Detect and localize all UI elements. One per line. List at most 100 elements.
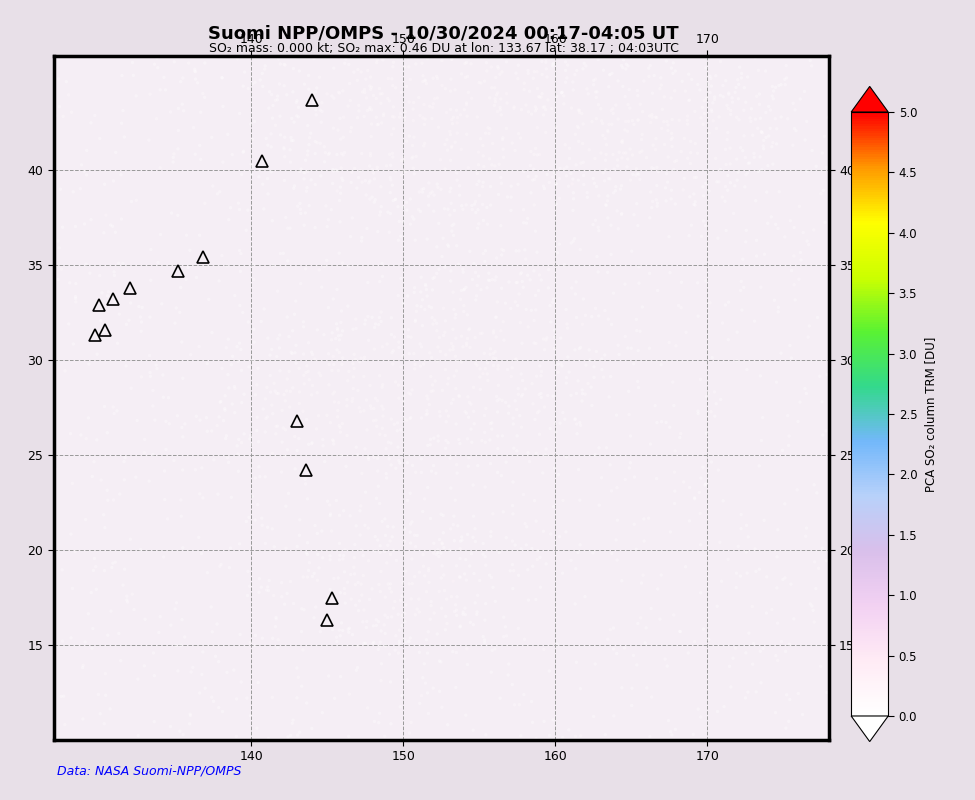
- Point: [666, 609, 682, 622]
- Point: [429, 627, 445, 640]
- Point: [449, 354, 465, 367]
- Point: [384, 610, 400, 623]
- Point: [821, 110, 837, 123]
- Point: [488, 330, 504, 343]
- Point: [507, 538, 523, 551]
- Point: [48, 462, 63, 475]
- Point: [647, 143, 663, 156]
- Point: [682, 230, 697, 242]
- Point: [156, 391, 172, 404]
- Point: [616, 642, 632, 654]
- Point: [174, 335, 189, 348]
- Point: [307, 147, 323, 160]
- Point: [409, 58, 424, 70]
- Point: [505, 412, 521, 425]
- Point: [385, 602, 401, 614]
- Point: [345, 358, 361, 370]
- Point: [329, 318, 344, 330]
- Point: [647, 399, 663, 412]
- Point: [439, 134, 454, 146]
- Point: [136, 659, 152, 672]
- Point: [433, 655, 448, 668]
- Point: [653, 569, 669, 582]
- Point: [528, 732, 544, 745]
- Point: [659, 115, 675, 128]
- Point: [326, 163, 341, 176]
- Point: [465, 618, 481, 631]
- Point: [411, 186, 427, 198]
- Point: [455, 203, 471, 216]
- Point: [759, 606, 774, 619]
- Point: [472, 362, 488, 375]
- Point: [570, 104, 586, 117]
- Point: [820, 111, 836, 124]
- Point: [359, 615, 374, 628]
- Point: [627, 518, 643, 530]
- Point: [332, 509, 347, 522]
- Point: [444, 590, 459, 603]
- Point: [524, 108, 539, 121]
- Point: [327, 692, 342, 705]
- Point: [321, 378, 336, 391]
- Point: [304, 389, 320, 402]
- Point: [490, 379, 506, 392]
- Point: [575, 156, 591, 169]
- Point: [409, 305, 424, 318]
- Point: [292, 514, 307, 526]
- Point: [710, 232, 725, 245]
- Point: [100, 629, 116, 642]
- Point: [470, 203, 486, 216]
- Point: [217, 432, 233, 445]
- Point: [493, 109, 509, 122]
- Point: [817, 216, 833, 229]
- Point: [457, 608, 473, 621]
- Point: [403, 518, 418, 530]
- Point: [526, 337, 542, 350]
- Point: [647, 110, 663, 123]
- Point: [407, 286, 422, 298]
- Point: [771, 186, 787, 198]
- Point: [596, 64, 611, 77]
- Point: [381, 226, 397, 238]
- Point: [742, 111, 758, 124]
- Point: [460, 460, 476, 473]
- Point: [680, 114, 695, 126]
- Point: [182, 709, 198, 722]
- Point: [606, 162, 622, 175]
- Point: [448, 559, 464, 572]
- Point: [170, 209, 185, 222]
- Point: [141, 349, 157, 362]
- Point: [262, 86, 278, 98]
- Point: [459, 337, 475, 350]
- Point: [333, 147, 349, 160]
- Point: [370, 394, 385, 407]
- Point: [460, 332, 476, 345]
- Point: [441, 372, 456, 385]
- Point: [295, 405, 311, 418]
- Point: [365, 311, 380, 324]
- Point: [408, 315, 423, 328]
- Point: [748, 565, 763, 578]
- Point: [356, 404, 371, 417]
- Point: [114, 213, 130, 226]
- Point: [374, 270, 390, 282]
- Point: [591, 190, 606, 202]
- Point: [395, 577, 410, 590]
- Point: [362, 159, 377, 172]
- Point: [723, 681, 739, 694]
- Point: [680, 110, 695, 122]
- Point: [443, 103, 458, 116]
- Point: [681, 68, 696, 81]
- Point: [129, 90, 144, 102]
- Point: [781, 638, 797, 650]
- Point: [118, 359, 134, 372]
- Point: [306, 611, 322, 624]
- Point: [357, 86, 372, 99]
- Point: [682, 94, 697, 106]
- Point: [490, 359, 506, 372]
- Point: [446, 518, 461, 531]
- Point: [531, 428, 547, 441]
- Point: [777, 230, 793, 243]
- Point: [110, 337, 126, 350]
- Point: [340, 622, 356, 635]
